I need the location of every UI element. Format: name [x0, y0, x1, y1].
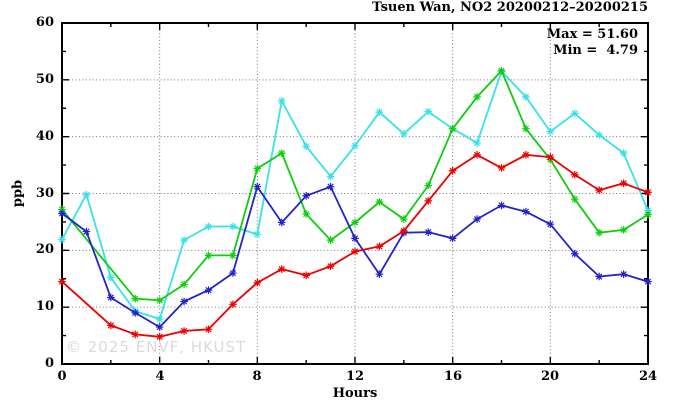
series-green-markers: [58, 66, 652, 305]
y-tick-label: 40: [35, 129, 54, 144]
y-tick-label: 50: [35, 72, 54, 87]
axis-ticks: [61, 22, 649, 365]
series-blue-markers: [58, 182, 652, 331]
max-annotation: Max = 51.60: [546, 27, 638, 42]
y-axis-label: ppb: [10, 179, 26, 208]
x-tick-label: 4: [155, 369, 165, 384]
y-tick-label: 20: [35, 242, 54, 257]
y-tick-label: 60: [35, 15, 54, 30]
chart-title: Tsuen Wan, NO2 20200212–20200215: [372, 0, 648, 15]
grid-lines: [62, 23, 648, 364]
series-red-line: [61, 154, 649, 338]
x-tick-label: 12: [345, 369, 365, 384]
series-cyan-markers: [58, 67, 652, 323]
series-red-markers: [58, 151, 652, 341]
y-tick-label: 30: [35, 186, 54, 201]
maxmin-annotation: Max = 51.60 Min = 4.79: [547, 27, 638, 59]
watermark: © 2025 ENVF, HKUST: [66, 338, 247, 356]
x-tick-label: 16: [443, 369, 463, 384]
x-tick-label: 20: [540, 369, 560, 384]
y-tick-label: 10: [35, 299, 54, 314]
y-tick-label: 0: [44, 356, 54, 371]
x-tick-label: 0: [57, 369, 67, 384]
x-tick-label: 8: [252, 369, 262, 384]
x-axis-label: Hours: [332, 386, 378, 401]
min-annotation: Min = 4.79: [553, 43, 638, 58]
x-tick-label: 24: [638, 369, 658, 384]
